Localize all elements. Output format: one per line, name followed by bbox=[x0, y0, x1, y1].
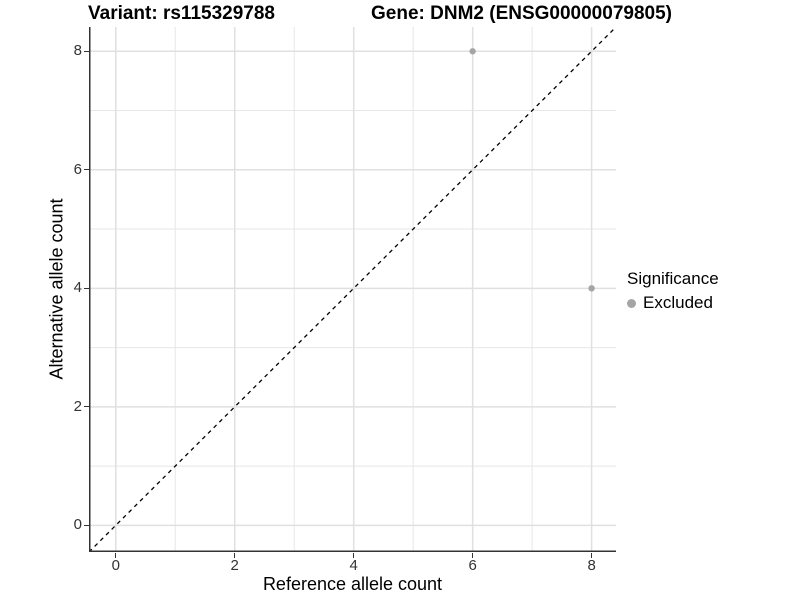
y-axis-title: Alternative allele count bbox=[46, 198, 67, 380]
x-tick-mark bbox=[353, 552, 355, 558]
variant-title: Variant: rs115329788 bbox=[88, 3, 275, 24]
legend-item-label: Excluded bbox=[643, 293, 713, 312]
x-tick-mark bbox=[234, 552, 236, 558]
y-tick-label: 0 bbox=[73, 516, 82, 534]
x-tick-mark bbox=[472, 552, 474, 558]
identity-dashed-line bbox=[89, 27, 616, 552]
legend-item-excluded: Excluded bbox=[627, 293, 719, 313]
x-tick-label: 4 bbox=[349, 557, 358, 574]
x-tick-label: 2 bbox=[230, 557, 239, 574]
plot-panel bbox=[89, 27, 616, 552]
y-tick-label: 2 bbox=[73, 397, 82, 415]
x-axis-title: Reference allele count bbox=[262, 574, 443, 594]
gene-title: Gene: DNM2 (ENSG00000079805) bbox=[371, 3, 672, 24]
x-tick-mark bbox=[115, 552, 117, 558]
y-tick-label: 4 bbox=[73, 279, 82, 297]
x-tick-label: 8 bbox=[587, 557, 596, 574]
y-tick-mark bbox=[83, 287, 89, 289]
x-tick-mark bbox=[591, 552, 593, 558]
y-tick-mark bbox=[83, 406, 89, 408]
y-tick-label: 6 bbox=[73, 160, 82, 178]
legend-dot-excluded-icon bbox=[627, 298, 636, 308]
y-tick-mark bbox=[83, 50, 89, 52]
legend: Significance Excluded bbox=[627, 268, 719, 313]
data-point-excluded bbox=[469, 48, 476, 55]
y-tick-label: 8 bbox=[73, 42, 82, 60]
data-point-excluded bbox=[588, 285, 595, 292]
x-tick-label: 6 bbox=[468, 557, 477, 574]
y-tick-mark bbox=[83, 524, 89, 526]
legend-title: Significance bbox=[627, 269, 719, 288]
y-tick-mark bbox=[83, 169, 89, 171]
x-tick-label: 0 bbox=[111, 557, 120, 574]
plot-panel-canvas bbox=[89, 27, 616, 552]
